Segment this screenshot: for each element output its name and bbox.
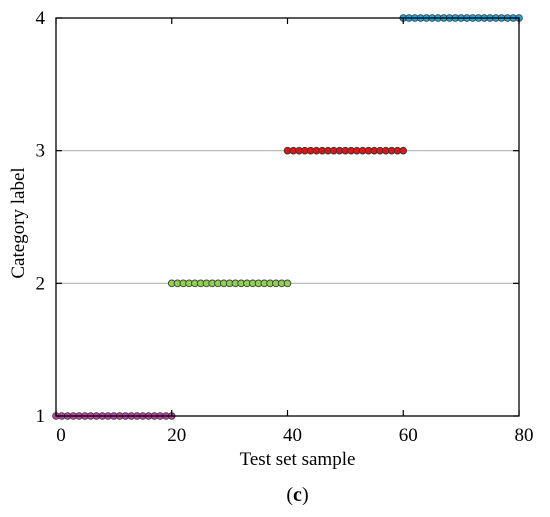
grid-lines	[56, 150, 519, 284]
panel-label: (c)	[286, 484, 308, 506]
panel-label-letter: c	[293, 484, 302, 506]
axis-ticks	[55, 17, 520, 417]
tick-labels: 0 20 40 60 80 1 2 3 4	[36, 8, 534, 446]
x-tick-label-40: 40	[283, 425, 302, 446]
y-tick-label-1: 1	[36, 406, 46, 427]
series-3	[283, 146, 408, 155]
panel-label-close: )	[302, 484, 309, 506]
x-tick-label-80: 80	[515, 425, 534, 446]
data-points	[52, 14, 523, 420]
x-tick-label-20: 20	[167, 425, 186, 446]
panel-label-open: (	[286, 484, 293, 506]
series-2	[167, 279, 292, 288]
data-point	[399, 146, 408, 155]
x-axis-title: Test set sample	[240, 449, 356, 470]
y-tick-label-4: 4	[36, 8, 46, 29]
y-tick-label-3: 3	[36, 141, 46, 162]
x-tick-label-0: 0	[56, 425, 66, 446]
x-tick-label-60: 60	[399, 425, 418, 446]
data-point	[283, 279, 292, 288]
y-axis-title: Category label	[8, 167, 29, 278]
y-tick-label-2: 2	[36, 273, 46, 294]
plot-frame	[55, 17, 520, 417]
